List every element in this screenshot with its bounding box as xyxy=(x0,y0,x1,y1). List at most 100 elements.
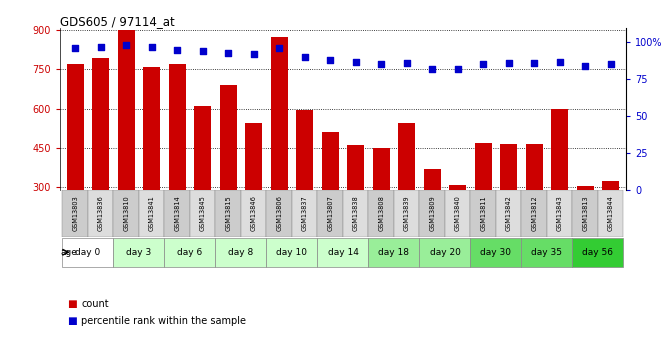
Bar xyxy=(113,190,139,237)
Text: GSM13838: GSM13838 xyxy=(353,195,359,231)
Point xyxy=(70,46,81,51)
Point xyxy=(452,66,463,72)
Text: GSM13807: GSM13807 xyxy=(327,195,333,231)
Bar xyxy=(547,190,573,237)
Text: day 18: day 18 xyxy=(378,248,410,257)
Bar xyxy=(420,238,470,267)
Bar xyxy=(220,85,236,266)
Bar xyxy=(577,186,593,266)
Bar xyxy=(139,190,165,237)
Point xyxy=(605,62,616,67)
Bar xyxy=(190,190,216,237)
Bar xyxy=(266,190,292,237)
Bar xyxy=(296,110,313,266)
Text: GSM13836: GSM13836 xyxy=(98,195,104,231)
Bar xyxy=(266,238,318,267)
Point xyxy=(350,59,361,64)
Text: day 30: day 30 xyxy=(480,248,511,257)
Bar xyxy=(118,30,135,266)
Point xyxy=(197,48,208,54)
Bar xyxy=(368,238,420,267)
Bar xyxy=(169,64,186,266)
Text: day 56: day 56 xyxy=(583,248,613,257)
Text: GSM13812: GSM13812 xyxy=(531,195,537,231)
Bar xyxy=(143,67,160,266)
Point xyxy=(402,60,412,66)
Bar xyxy=(445,190,470,237)
Point xyxy=(172,47,182,52)
Bar xyxy=(343,190,368,237)
Bar xyxy=(318,238,368,267)
Bar xyxy=(551,109,568,266)
Bar xyxy=(271,37,288,266)
Text: GSM13813: GSM13813 xyxy=(582,195,588,231)
Point xyxy=(554,59,565,64)
Text: percentile rank within the sample: percentile rank within the sample xyxy=(81,316,246,326)
Text: GSM13806: GSM13806 xyxy=(276,195,282,231)
Point xyxy=(248,51,259,57)
Text: GSM13842: GSM13842 xyxy=(505,195,511,231)
Bar xyxy=(67,64,83,266)
Point xyxy=(300,54,310,60)
Text: day 14: day 14 xyxy=(328,248,358,257)
Point xyxy=(121,42,132,48)
Point xyxy=(478,62,489,67)
Text: GSM13811: GSM13811 xyxy=(480,195,486,231)
Text: GSM13815: GSM13815 xyxy=(225,195,231,231)
Point xyxy=(376,62,386,67)
Bar xyxy=(526,144,543,266)
Bar xyxy=(475,143,492,266)
Bar xyxy=(216,190,241,237)
Bar xyxy=(322,132,338,266)
Text: GSM13810: GSM13810 xyxy=(123,195,129,231)
Text: day 6: day 6 xyxy=(177,248,202,257)
Text: age: age xyxy=(61,248,77,257)
Text: count: count xyxy=(81,299,109,309)
Point xyxy=(427,66,438,72)
Text: GSM13809: GSM13809 xyxy=(430,195,436,231)
Point xyxy=(580,63,591,69)
Bar xyxy=(394,190,420,237)
Bar xyxy=(113,238,165,267)
Bar xyxy=(521,190,547,237)
Bar xyxy=(398,123,415,266)
Text: GSM13844: GSM13844 xyxy=(608,195,614,231)
Point xyxy=(95,44,106,50)
Text: GSM13840: GSM13840 xyxy=(455,195,461,231)
Bar xyxy=(93,58,109,266)
Bar xyxy=(500,144,517,266)
Text: day 35: day 35 xyxy=(531,248,563,257)
Bar xyxy=(241,190,266,237)
Bar xyxy=(420,190,445,237)
Bar xyxy=(373,148,390,266)
Bar xyxy=(598,190,623,237)
Text: day 0: day 0 xyxy=(75,248,101,257)
Point xyxy=(503,60,514,66)
Text: day 20: day 20 xyxy=(430,248,460,257)
Point xyxy=(147,44,157,50)
Text: GSM13839: GSM13839 xyxy=(404,195,410,231)
Text: day 10: day 10 xyxy=(276,248,308,257)
Bar xyxy=(573,190,598,237)
Text: GSM13846: GSM13846 xyxy=(250,195,256,231)
Bar xyxy=(246,123,262,266)
Bar xyxy=(496,190,521,237)
Bar xyxy=(424,169,440,266)
Point xyxy=(529,60,539,66)
Text: GSM13808: GSM13808 xyxy=(378,195,384,231)
Text: ■: ■ xyxy=(67,316,77,326)
Bar xyxy=(194,106,211,266)
Point xyxy=(325,57,336,63)
Text: GSM13841: GSM13841 xyxy=(149,195,155,231)
Text: GSM13843: GSM13843 xyxy=(557,195,563,231)
Bar xyxy=(88,190,113,237)
Text: GSM13845: GSM13845 xyxy=(200,195,206,231)
Bar xyxy=(573,238,623,267)
Bar xyxy=(603,181,619,266)
Bar xyxy=(292,190,318,237)
Bar xyxy=(368,190,394,237)
Text: GDS605 / 97114_at: GDS605 / 97114_at xyxy=(60,14,174,28)
Bar xyxy=(216,238,266,267)
Bar xyxy=(165,238,216,267)
Bar xyxy=(470,190,496,237)
